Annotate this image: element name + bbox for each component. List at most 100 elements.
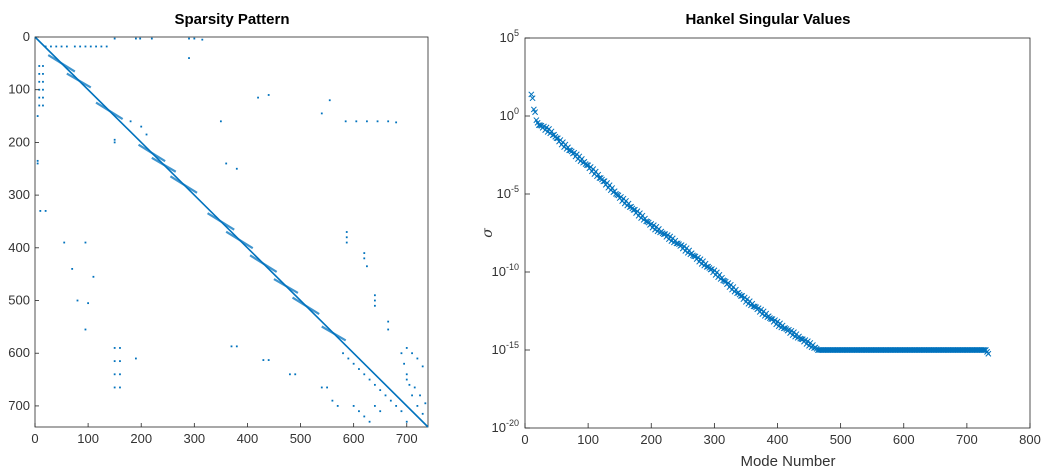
sparsity-point-82: [363, 252, 366, 254]
sparsity-point-91: [347, 357, 350, 360]
sparsity-point-76: [294, 373, 297, 376]
sparsity-point-34: [188, 57, 190, 59]
sparsity-point-20: [38, 72, 41, 75]
sparsity-point-13: [135, 37, 137, 40]
sparsity-point-1: [50, 45, 52, 48]
sparsity-point-81: [345, 241, 348, 244]
sparsity-point-69: [119, 373, 121, 376]
sparsity-point-14: [139, 37, 142, 40]
hankel-point: [985, 350, 992, 357]
sparsity-point-36: [145, 133, 148, 136]
sparsity-point-124: [421, 412, 424, 415]
sparsity-point-80: [345, 236, 348, 239]
hankel-x-tick-label: 600: [893, 432, 915, 447]
sparsity-point-47: [328, 99, 331, 102]
sparsity-point-25: [42, 65, 44, 67]
sparsity-point-39: [113, 141, 116, 144]
sparsity-point-89: [387, 328, 390, 331]
sparsity-point-10: [100, 45, 103, 48]
sparsity-point-45: [395, 121, 398, 124]
sparsity-chart-title: Sparsity Pattern: [174, 11, 289, 28]
sparsity-point-58: [92, 275, 95, 278]
sparsity-point-8: [89, 45, 92, 48]
sparsity-point-113: [368, 420, 371, 423]
hankel-x-tick-label: 800: [1019, 432, 1041, 447]
sparsity-point-27: [42, 80, 44, 83]
sparsity-point-61: [84, 328, 87, 331]
hankel-chart: Hankel Singular Values 0 100 200 300 400 500 6…: [480, 11, 1041, 470]
sparsity-point-18: [201, 38, 204, 41]
hankel-point: [804, 338, 811, 345]
sparsity-x-tick-label: 700: [396, 431, 418, 446]
sparsity-point-12: [113, 37, 116, 40]
sparsity-point-31: [36, 115, 39, 117]
sparsity-y-tick-label: 0: [23, 29, 30, 44]
hankel-x-tick-label: 200: [640, 432, 662, 447]
hankel-marks: [528, 91, 992, 357]
sparsity-point-101: [400, 410, 403, 413]
sparsity-point-107: [413, 386, 416, 389]
hankel-point: [532, 109, 539, 116]
sparsity-point-118: [400, 352, 403, 355]
sparsity-x-tick-label: 100: [77, 431, 99, 446]
sparsity-point-90: [342, 352, 344, 355]
sparsity-chart: Sparsity Pattern 0 100 200 300 400 500 600 700 …: [8, 11, 429, 446]
sparsity-point-29: [42, 96, 44, 99]
sparsity-point-7: [84, 45, 87, 48]
sparsity-y-tick-label: 700: [8, 398, 30, 413]
sparsity-point-48: [267, 94, 270, 96]
sparsity-point-42: [366, 120, 368, 123]
sparsity-point-87: [373, 304, 376, 307]
sparsity-point-37: [129, 120, 132, 123]
sparsity-point-43: [376, 120, 379, 123]
hankel-y-tick-label: 105: [500, 28, 519, 45]
sparsity-point-67: [119, 347, 121, 349]
sparsity-point-38: [113, 138, 116, 141]
hankel-point: [548, 128, 555, 135]
sparsity-point-11: [105, 45, 108, 48]
sparsity-point-120: [405, 373, 408, 376]
sparsity-x-ticks: 0 100 200 300 400 500 600 700: [31, 423, 418, 446]
sparsity-y-tick-label: 100: [8, 82, 30, 97]
sparsity-point-85: [373, 294, 376, 297]
sparsity-point-73: [262, 359, 265, 361]
sparsity-point-114: [373, 405, 376, 407]
hankel-y-tick-label: 10-10: [492, 262, 519, 279]
sparsity-block-6: [206, 212, 235, 231]
sparsity-point-100: [395, 405, 398, 407]
sparsity-point-44: [387, 120, 390, 123]
sparsity-point-98: [384, 394, 387, 397]
sparsity-point-62: [135, 357, 137, 360]
sparsity-point-79: [345, 231, 348, 233]
sparsity-x-tick-label: 0: [31, 431, 38, 446]
sparsity-point-41: [355, 120, 358, 123]
sparsity-point-115: [379, 410, 382, 413]
sparsity-y-tick-label: 400: [8, 240, 30, 255]
sparsity-block-8: [249, 254, 278, 273]
hankel-y-tick-label: 10-5: [497, 184, 519, 201]
sparsity-point-86: [373, 299, 376, 302]
sparsity-block-5: [169, 175, 198, 194]
sparsity-point-46: [320, 112, 323, 115]
sparsity-point-60: [87, 302, 90, 305]
sparsity-point-17: [193, 37, 196, 40]
sparsity-block-3: [137, 143, 166, 163]
hankel-point: [650, 222, 657, 229]
sparsity-point-75: [289, 373, 291, 376]
hankel-x-ticks: 0 100 200 300 400 500 600 700 800: [521, 423, 1041, 447]
sparsity-point-122: [411, 394, 413, 397]
hankel-point: [600, 178, 607, 185]
sparsity-point-66: [113, 386, 116, 389]
hankel-point: [980, 347, 987, 353]
sparsity-block-4: [151, 156, 177, 173]
sparsity-y-tick-label: 600: [8, 345, 30, 360]
sparsity-point-106: [405, 378, 408, 381]
sparsity-point-83: [363, 257, 366, 260]
hankel-y-ticks: 105 100 10-5 10-10 10-15 10-20: [492, 28, 530, 435]
hankel-x-axis-label: Mode Number: [740, 453, 835, 470]
hankel-x-tick-label: 300: [704, 432, 726, 447]
sparsity-point-88: [387, 320, 390, 323]
sparsity-point-104: [416, 357, 419, 360]
sparsity-point-26: [42, 72, 44, 75]
sparsity-point-16: [188, 37, 190, 40]
